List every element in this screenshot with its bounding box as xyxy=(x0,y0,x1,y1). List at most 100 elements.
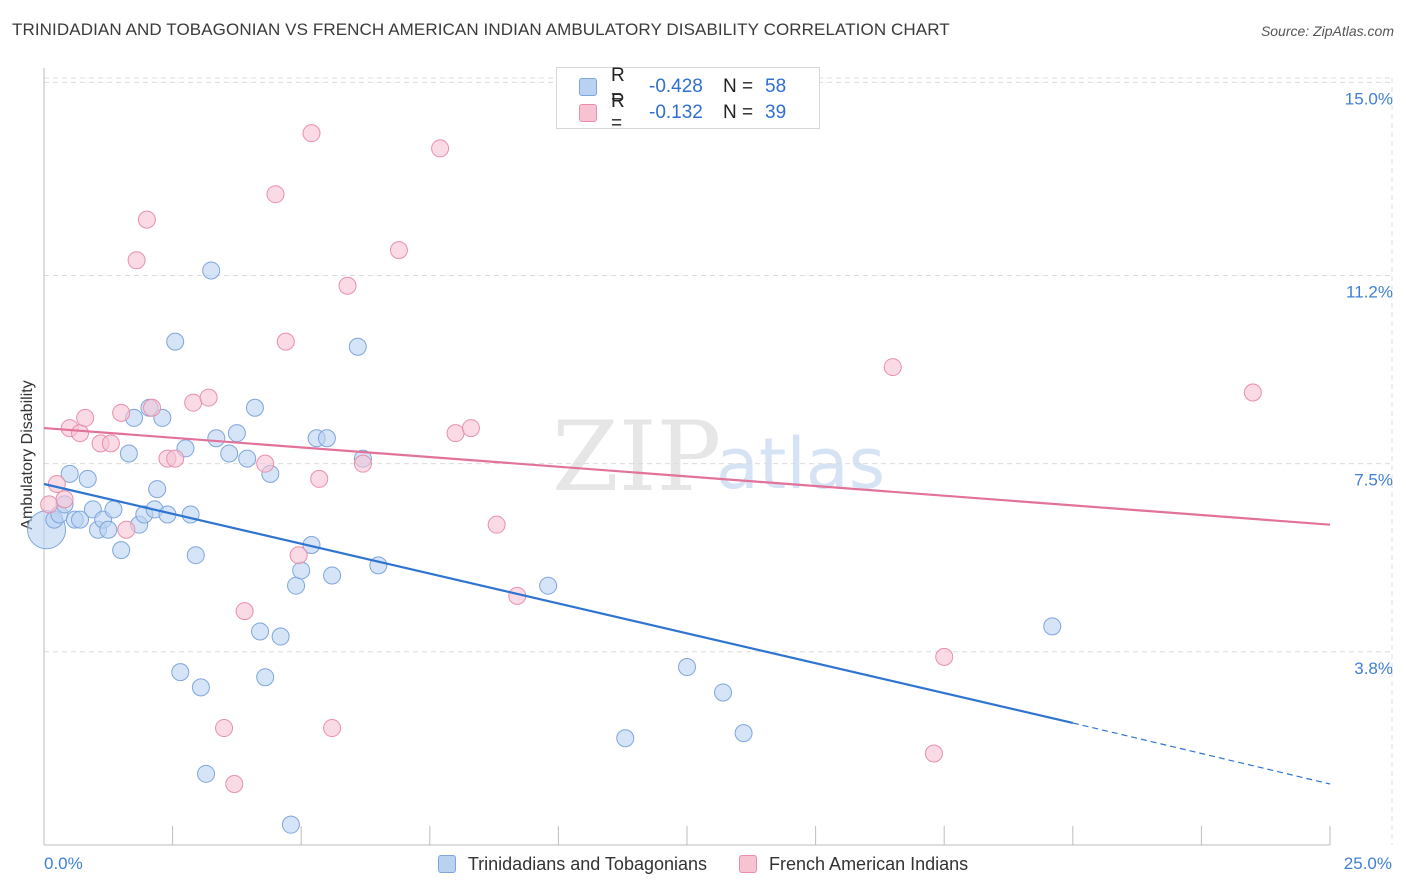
data-point-french-american-indians xyxy=(431,139,450,158)
data-point-trinidadians xyxy=(539,576,558,595)
data-point-french-american-indians xyxy=(338,276,357,295)
data-point-trinidadians xyxy=(678,658,696,677)
data-point-trinidadians xyxy=(186,546,205,565)
watermark: ZIP atlas xyxy=(552,401,885,513)
data-point-french-american-indians xyxy=(353,454,372,473)
data-point-trinidadians xyxy=(71,510,90,529)
data-point-french-american-indians xyxy=(71,424,90,443)
legend-swatch-blue xyxy=(437,855,456,873)
trend-line-french-american-indians xyxy=(43,426,1331,526)
data-point-trinidadians xyxy=(191,678,210,697)
series-legend: Trinidadians and Tobagonians French Amer… xyxy=(0,852,1406,876)
data-point-trinidadians xyxy=(197,764,216,783)
data-point-french-american-indians xyxy=(117,520,136,539)
data-point-french-american-indians xyxy=(935,647,954,666)
data-point-trinidadians xyxy=(251,622,270,641)
data-point-french-american-indians xyxy=(266,185,285,204)
data-point-trinidadians xyxy=(323,566,342,585)
data-point-french-american-indians xyxy=(310,469,329,488)
r-label: R = xyxy=(611,65,625,108)
data-point-french-american-indians xyxy=(276,332,295,351)
data-point-french-american-indians xyxy=(225,774,244,793)
data-point-french-american-indians xyxy=(184,393,203,412)
data-point-trinidadians xyxy=(112,541,131,560)
legend-item-french-american-indians: French American Indians xyxy=(739,854,968,875)
data-point-french-american-indians xyxy=(924,744,943,763)
legend-swatch-blue xyxy=(579,78,597,96)
data-point-trinidadians xyxy=(60,464,79,483)
data-point-french-american-indians xyxy=(76,408,95,427)
data-point-trinidadians xyxy=(119,444,138,463)
data-point-trinidadians xyxy=(616,729,635,748)
data-point-trinidadians xyxy=(166,332,185,351)
legend-swatch-pink xyxy=(739,855,758,873)
data-point-french-american-indians xyxy=(256,454,275,473)
r-label: R = xyxy=(611,91,625,134)
data-point-trinidadians xyxy=(287,576,306,595)
x-tick-label: 25.0% xyxy=(1344,854,1392,873)
data-point-french-american-indians xyxy=(446,424,465,443)
r-value: -0.132 xyxy=(649,102,703,123)
data-point-trinidadians xyxy=(292,561,311,580)
data-point-trinidadians xyxy=(281,815,300,834)
y-tick-label: 3.8% xyxy=(1354,659,1393,678)
n-value: 58 xyxy=(765,76,787,97)
data-point-trinidadians xyxy=(317,429,336,448)
data-point-trinidadians xyxy=(202,261,221,280)
data-point-french-american-indians xyxy=(127,251,146,270)
data-point-french-american-indians xyxy=(55,490,74,509)
data-point-trinidadians xyxy=(348,337,367,356)
data-point-trinidadians xyxy=(148,480,167,499)
data-point-french-american-indians xyxy=(137,210,156,229)
data-point-trinidadians xyxy=(227,424,246,443)
data-point-trinidadians xyxy=(207,429,226,448)
data-point-trinidadians xyxy=(734,724,753,743)
data-point-trinidadians xyxy=(1043,617,1062,636)
watermark-zip: ZIP xyxy=(552,401,721,513)
n-value: 39 xyxy=(765,102,787,123)
data-point-french-american-indians xyxy=(461,419,480,438)
data-point-trinidadians xyxy=(256,668,275,687)
data-point-french-american-indians xyxy=(289,546,308,565)
data-point-french-american-indians xyxy=(47,475,66,494)
legend-label-french-american-indians: French American Indians xyxy=(769,853,969,874)
data-point-french-american-indians xyxy=(389,241,408,260)
legend-item-trinidadians: Trinidadians and Tobagonians xyxy=(437,853,708,875)
source-label: Source: ZipAtlas.com xyxy=(1260,23,1394,39)
n-label: N = xyxy=(723,76,754,97)
legend-label-trinidadians: Trinidadians and Tobagonians xyxy=(467,853,708,874)
data-point-french-american-indians xyxy=(199,388,218,407)
stats-legend-row-pink: R = -0.132 N = 39 xyxy=(579,91,787,134)
data-point-french-american-indians xyxy=(323,719,342,738)
legend-swatch-pink xyxy=(579,104,597,122)
stats-legend: R = -0.428 N = 58 R = -0.132 N = 39 xyxy=(556,65,820,134)
data-point-trinidadians xyxy=(238,449,257,468)
data-point-french-american-indians xyxy=(215,719,234,738)
r-value: -0.428 xyxy=(649,76,703,97)
data-point-trinidadians xyxy=(104,500,123,519)
y-tick-label: 11.2% xyxy=(1346,283,1393,302)
n-label: N = xyxy=(723,102,754,123)
trend-line-trinidadians xyxy=(43,482,1074,725)
data-point-french-american-indians xyxy=(101,434,120,453)
x-tick-label: 0.0% xyxy=(44,854,83,873)
data-point-french-american-indians xyxy=(40,495,59,514)
data-point-trinidadians xyxy=(78,469,97,488)
axes xyxy=(43,68,1331,846)
data-point-trinidadians xyxy=(271,627,290,646)
series-french-american-indians xyxy=(40,124,1262,793)
data-point-trinidadians xyxy=(245,398,264,417)
y-tick-label: 7.5% xyxy=(1354,471,1393,490)
y-tick-label: 15.0% xyxy=(1345,89,1393,108)
data-point-french-american-indians xyxy=(883,358,902,377)
chart-title: TRINIDADIAN AND TOBAGONIAN VS FRENCH AME… xyxy=(12,20,950,39)
trend-lines xyxy=(43,426,1331,785)
data-point-trinidadians xyxy=(220,444,239,463)
data-point-trinidadians xyxy=(714,683,733,702)
ticks: 3.8% 7.5% 11.2% 15.0% 0.0% 25.0% xyxy=(44,89,1393,873)
data-point-french-american-indians xyxy=(235,602,254,621)
trend-line-trinidadians-extension xyxy=(1072,722,1331,785)
stats-legend-row-blue: R = -0.428 N = 58 xyxy=(579,65,787,108)
data-point-french-american-indians xyxy=(166,449,185,468)
